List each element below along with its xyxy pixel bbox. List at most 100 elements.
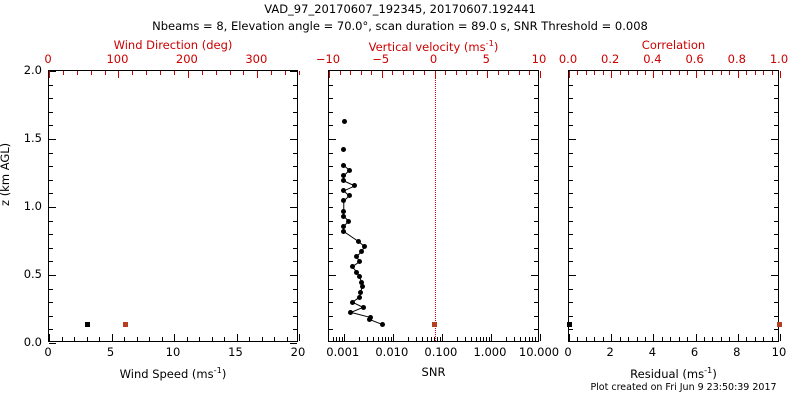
x-axis-minor-tick: [529, 337, 531, 341]
y-axis-tick: [329, 247, 333, 249]
x-axis-top-minor-tick: [466, 71, 468, 75]
y-axis-minor-tick: [49, 193, 53, 195]
x-axis-top-minor-tick: [402, 71, 404, 75]
x-axis-top-minor-tick: [771, 71, 773, 75]
data-point: [341, 198, 347, 204]
y-axis-tick: [534, 179, 538, 181]
x-axis-tick: [174, 334, 175, 341]
y-axis-tick: [49, 139, 56, 140]
y-axis-tick: [771, 139, 778, 140]
y-axis-minor-tick: [293, 98, 297, 100]
x-axis-top-minor-tick: [271, 71, 273, 75]
y-axis-tick: [531, 139, 538, 140]
x-axis-top-tick: [780, 71, 781, 78]
x-axis-top-minor-tick: [476, 71, 478, 75]
x-axis-top-tick: [653, 71, 655, 78]
data-point: [341, 223, 347, 229]
y-axis-tick: [774, 125, 778, 127]
y-axis-minor-tick: [49, 288, 53, 290]
x-axis-top-minor-tick: [746, 71, 748, 75]
x-axis-minor-tick: [416, 337, 418, 341]
y-axis-tick-label: 1.0: [23, 199, 42, 213]
x-axis-tick-label: 0.001: [326, 345, 360, 359]
x-axis-top-minor-tick: [339, 71, 341, 75]
x-axis-top-tick: [381, 71, 383, 78]
x-axis-minor-tick: [687, 337, 689, 341]
x-axis-tick: [392, 334, 394, 341]
x-axis-tick: [343, 334, 345, 341]
x-axis-minor-tick: [670, 337, 672, 341]
y-axis-tick: [569, 111, 573, 113]
y-axis-tick: [534, 207, 538, 208]
data-point: [341, 188, 347, 194]
x-axis-minor-tick: [211, 337, 213, 341]
x-axis-minor-tick: [537, 337, 539, 341]
y-axis-tick: [569, 125, 573, 127]
y-axis-tick: [290, 343, 297, 344]
y-axis-tick: [329, 315, 333, 317]
x-axis-top-minor-tick: [518, 71, 520, 75]
y-axis-tick: [329, 220, 333, 222]
data-trace: [342, 165, 383, 326]
y-axis-tick: [49, 275, 56, 276]
x-axis-top-minor-tick: [585, 71, 587, 75]
x-axis-minor-tick: [249, 337, 250, 341]
x-axis-top-minor-tick: [229, 71, 231, 75]
y-axis-tick: [774, 302, 778, 304]
y-axis-minor-tick: [49, 207, 53, 208]
y-axis-tick: [774, 234, 778, 236]
y-axis-minor-tick: [49, 329, 53, 331]
x-axis-top-minor-tick: [160, 71, 162, 75]
x-axis-top-tick-label: 0.4: [643, 52, 662, 66]
x-axis-minor-tick: [385, 337, 387, 341]
x-axis-top-tick-label: −10: [315, 52, 341, 66]
x-axis-minor-tick: [712, 337, 714, 341]
x-axis-minor-tick: [199, 337, 200, 341]
y-axis-tick: [774, 98, 778, 100]
x-axis-tick-label: 0: [44, 345, 52, 359]
data-point: [346, 193, 352, 199]
x-axis-top-tick-label: 0.8: [727, 52, 746, 66]
y-axis-minor-tick: [49, 125, 53, 127]
x-axis-tick-label: 0.010: [375, 345, 409, 359]
x-axis-tick: [611, 334, 613, 341]
y-axis-tick: [329, 139, 336, 140]
data-point: [359, 284, 365, 290]
x-axis-top-tick-label: 1.0: [769, 52, 789, 66]
x-axis-top-title: Vertical velocity (ms-1): [368, 38, 499, 54]
x-axis-top-minor-tick: [243, 71, 245, 75]
zero-reference-line: [434, 71, 436, 341]
x-axis-tick-label: 10: [165, 345, 181, 359]
x-axis-top-tick-label: 200: [175, 52, 198, 66]
x-axis-top-tick-label: 0.0: [558, 52, 578, 66]
x-axis-minor-tick: [336, 337, 338, 341]
x-axis-top-title: Wind Direction (deg): [113, 38, 233, 52]
y-axis-tick: [569, 288, 573, 290]
x-axis-minor-tick: [390, 337, 392, 341]
x-axis-minor-tick: [471, 337, 473, 341]
y-axis-tick: [534, 111, 538, 113]
y-axis-tick: [774, 179, 778, 181]
data-point: [341, 208, 347, 214]
x-axis-top-minor-tick: [712, 71, 714, 75]
data-point: [360, 304, 366, 310]
x-axis-tick: [653, 334, 655, 341]
x-axis-top-minor-tick: [285, 71, 287, 75]
x-axis-tick-label: 0.100: [424, 345, 458, 359]
x-axis-minor-tick: [136, 337, 138, 341]
x-axis-top-minor-tick: [299, 71, 300, 75]
y-axis-tick: [329, 84, 333, 86]
y-axis-tick: [774, 111, 778, 113]
x-axis-top-minor-tick: [76, 71, 78, 75]
x-axis-top-tick: [540, 71, 541, 78]
data-point: [349, 264, 355, 270]
x-axis-top-tick: [187, 71, 189, 78]
y-axis-tick: [569, 275, 576, 276]
x-axis-top-minor-tick: [508, 71, 510, 75]
y-axis-tick: [534, 98, 538, 100]
x-axis-minor-tick: [535, 337, 537, 341]
y-axis-minor-tick: [49, 166, 53, 168]
x-axis-top-tick-label: 100: [106, 52, 129, 66]
y-axis-minor-tick: [293, 152, 297, 154]
